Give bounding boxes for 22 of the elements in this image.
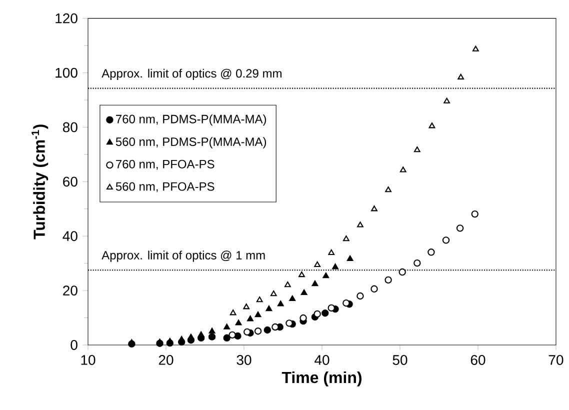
legend-label: 760 nm, PDMS-P(MMA-MA) [116, 114, 266, 126]
y-tick-label: 100 [56, 68, 78, 78]
y-tick-label: 80 [62, 122, 78, 132]
ref-line-label: Approx. limit of optics @ 0.29 mm [102, 68, 282, 80]
x-tick-label: 70 [548, 355, 564, 365]
x-tick-label: 10 [81, 355, 96, 365]
x-tick-label: 30 [236, 355, 252, 365]
x-axis-title: Time (min) [282, 371, 362, 386]
legend-label: 760 nm, PFOA-PS [116, 160, 214, 170]
y-tick-label: 20 [63, 286, 78, 296]
y-tick-label: 60 [63, 176, 78, 187]
x-tick-label: 50 [392, 355, 408, 365]
y-tick-label: 40 [62, 231, 78, 242]
x-tick-label: 20 [158, 355, 174, 365]
y-axis-title: Turbidity (cm$^{-1}$) [32, 124, 48, 240]
legend-label: 560 nm, PFOA-PS [116, 182, 214, 192]
ref-line-label: Approx. limit of optics @ 1 mm [102, 250, 265, 262]
y-tick-label: 0 [70, 340, 78, 350]
x-tick-label: 60 [470, 355, 486, 365]
y-tick-label: 120 [56, 13, 78, 24]
x-tick-label: 40 [314, 355, 330, 365]
legend-label: 560 nm, PDMS-P(MMA-MA) [116, 137, 266, 148]
